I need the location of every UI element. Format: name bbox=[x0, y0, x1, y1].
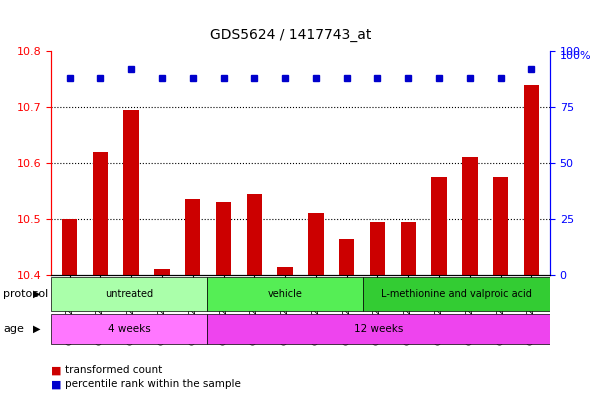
Text: vehicle: vehicle bbox=[267, 289, 302, 299]
Text: ■: ■ bbox=[51, 365, 61, 375]
Text: ▶: ▶ bbox=[33, 324, 40, 334]
Text: GDS5624 / 1417743_at: GDS5624 / 1417743_at bbox=[210, 28, 372, 42]
Bar bbox=[308, 213, 323, 275]
Text: 100%: 100% bbox=[560, 51, 591, 61]
Bar bbox=[401, 222, 416, 275]
Text: untreated: untreated bbox=[105, 289, 153, 299]
Text: protocol: protocol bbox=[3, 289, 48, 299]
Bar bbox=[216, 202, 231, 275]
FancyBboxPatch shape bbox=[363, 277, 550, 310]
Text: age: age bbox=[3, 324, 24, 334]
Text: L-methionine and valproic acid: L-methionine and valproic acid bbox=[381, 289, 532, 299]
Bar bbox=[246, 194, 262, 275]
Bar bbox=[523, 85, 539, 275]
FancyBboxPatch shape bbox=[207, 277, 363, 310]
Bar bbox=[62, 219, 78, 275]
FancyBboxPatch shape bbox=[207, 314, 550, 344]
Bar bbox=[462, 158, 478, 275]
Text: transformed count: transformed count bbox=[65, 365, 162, 375]
Text: percentile rank within the sample: percentile rank within the sample bbox=[65, 379, 241, 389]
Bar bbox=[123, 110, 139, 275]
Bar bbox=[93, 152, 108, 275]
Bar bbox=[370, 222, 385, 275]
Bar bbox=[493, 177, 508, 275]
Bar bbox=[432, 177, 447, 275]
Bar bbox=[154, 270, 169, 275]
Text: 12 weeks: 12 weeks bbox=[354, 324, 403, 334]
Text: ■: ■ bbox=[51, 379, 61, 389]
Bar bbox=[278, 267, 293, 275]
Text: 4 weeks: 4 weeks bbox=[108, 324, 150, 334]
FancyBboxPatch shape bbox=[51, 277, 207, 310]
Text: ▶: ▶ bbox=[33, 289, 40, 299]
FancyBboxPatch shape bbox=[51, 314, 207, 344]
Bar bbox=[185, 200, 200, 275]
Bar bbox=[339, 239, 355, 275]
